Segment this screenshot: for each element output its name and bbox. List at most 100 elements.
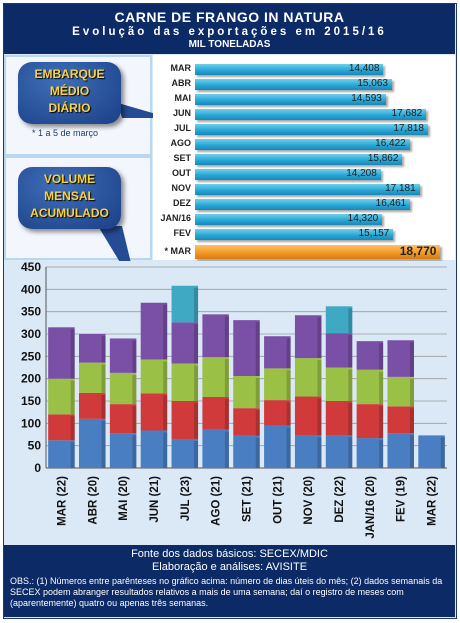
stacked-bar-segment: [294, 396, 322, 436]
daily-value-label: 15,862: [367, 153, 399, 164]
daily-bar: [195, 154, 403, 165]
daily-bar: [195, 109, 427, 120]
observation-text: OBS.: (1) Números entre parênteses no gr…: [10, 576, 443, 608]
daily-value-label: 17,818: [393, 123, 424, 134]
bar-segment-shade: [132, 374, 137, 405]
daily-category-label: * MAR: [164, 246, 192, 256]
daily-value-label: 18,770: [399, 244, 437, 258]
x-tick-label: SET (21): [242, 476, 254, 522]
stacked-bar-segment: [233, 435, 260, 468]
daily-value-label: 14,208: [346, 168, 377, 179]
daily-bar: [195, 199, 411, 210]
monthly-stacked-chart: 0 50 100 150 200 250 300 350 400 450 MAR (22) ABR (…: [4, 260, 455, 544]
daily-bar: [195, 64, 384, 75]
bar-segment-shade: [70, 380, 75, 415]
stacked-bar-segment: [171, 322, 199, 364]
bar-segment-shade: [101, 364, 106, 393]
stacked-bar-segment: [356, 404, 384, 439]
daily-category-label: AGO: [170, 138, 191, 148]
bar-segment-shade: [379, 440, 384, 468]
stacked-bar-segment: [140, 302, 168, 360]
daily-value-label: 15,063: [357, 78, 388, 89]
footer: Fonte dos dados básicos: SECEX/MDIC Elab…: [4, 545, 455, 617]
bar-segment-shade: [317, 398, 322, 436]
y-tick-label: 100: [21, 416, 41, 430]
daily-category-label: ABR: [171, 78, 192, 88]
bar-segment-shade: [348, 369, 353, 401]
x-tick-label: JAN/16 (20): [365, 476, 377, 539]
stacked-bar-segment: [171, 363, 199, 401]
bar-segment-shade: [224, 359, 229, 397]
unit-label: MIL TONELADAS: [188, 39, 271, 50]
bar-segment-shade: [409, 378, 414, 407]
stacked-bar-segment: [418, 435, 445, 468]
bar-segment-shade: [70, 442, 75, 468]
bar-segment-shade: [224, 398, 229, 430]
analysis-text: Elaboração e análises: AVISITE: [151, 561, 308, 573]
bar-segment-shade: [286, 338, 291, 369]
stacked-bar-segment: [356, 341, 384, 370]
y-tick-label: 0: [34, 461, 41, 475]
stacked-bar-segment: [171, 401, 199, 439]
bar-segment-shade: [163, 395, 168, 431]
y-tick-label: 400: [21, 282, 41, 296]
stacked-bar-segment: [325, 435, 353, 468]
x-tick-label: OUT (21): [272, 476, 284, 524]
daily-bar: [195, 124, 428, 135]
stacked-bar-segment: [264, 336, 291, 369]
daily-bubble-text: EMBARQUE MÉDIO DIÁRIO: [34, 67, 105, 115]
bar-segment-shade: [101, 420, 106, 468]
x-tick-label: JUL (23): [180, 476, 192, 521]
bar-segment-shade: [348, 403, 353, 436]
bar-segment-shade: [101, 394, 106, 419]
daily-category-label: JAN/16: [160, 213, 191, 223]
daily-bar: [195, 214, 383, 225]
bar-segment-shade: [132, 406, 137, 434]
bar-segment-shade: [286, 427, 291, 468]
stacked-bar-segment: [48, 378, 75, 415]
bar-segment-shade: [194, 287, 199, 323]
bar-segment-shade: [194, 403, 199, 439]
daily-bar: [195, 79, 392, 90]
x-tick-label: JUN (21): [149, 476, 161, 523]
x-tick-label: DEZ (22): [334, 476, 346, 523]
bar-segment-shade: [255, 437, 260, 468]
stacked-bar-segment: [79, 392, 106, 419]
bar-segment-shade: [440, 437, 445, 468]
daily-note: * 1 a 5 de março: [32, 128, 99, 138]
daily-bar: [195, 184, 420, 195]
y-tick-label: 300: [21, 327, 41, 341]
bar-segment-shade: [348, 335, 353, 368]
bar-segment-shade: [224, 316, 229, 358]
bar-segment-shade: [379, 371, 384, 405]
daily-category-label: FEV: [173, 228, 191, 238]
y-tick-label: 150: [21, 394, 41, 408]
x-tick-label: MAR (22): [56, 476, 68, 526]
daily-bar: [195, 94, 386, 105]
bar-segment-shade: [132, 435, 137, 468]
stacked-bar-segment: [48, 414, 75, 441]
bar-segment-shade: [317, 317, 322, 359]
daily-category-label: MAI: [174, 93, 192, 103]
bar-segment-shade: [255, 377, 260, 409]
bar-segment-shade: [286, 370, 291, 401]
stacked-bar-segment: [387, 406, 414, 434]
daily-bar: [195, 229, 394, 240]
bar-segment-shade: [101, 336, 106, 363]
bar-segment-shade: [317, 437, 322, 468]
stacked-bar-segment: [356, 438, 384, 468]
stacked-bar-segment: [294, 358, 322, 397]
bar-segment-shade: [70, 329, 75, 379]
stacked-bar-segment: [325, 306, 353, 334]
daily-value-label: 17,181: [385, 183, 416, 194]
stacked-bar-segment: [48, 440, 75, 468]
y-tick-label: 200: [21, 372, 41, 386]
x-tick-label: FEV (19): [396, 476, 408, 522]
x-tick-label: AGO (21): [211, 476, 223, 526]
y-tick-label: 350: [21, 305, 41, 319]
stacked-bar-segment: [294, 435, 322, 468]
daily-value-label: 14,593: [351, 93, 382, 104]
daily-bar: [195, 169, 381, 180]
monthly-bubble-text: VOLUME MENSAL ACUMULADO: [30, 172, 109, 220]
bar-segment-shade: [194, 440, 199, 468]
